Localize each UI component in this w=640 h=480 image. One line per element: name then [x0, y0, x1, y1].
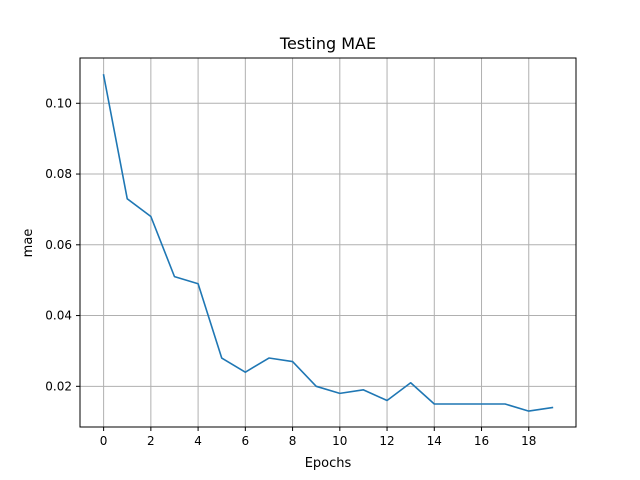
x-tick-label: 2 — [147, 434, 155, 448]
x-tick-label: 18 — [521, 434, 536, 448]
y-tick-label: 0.08 — [45, 167, 72, 181]
plot-frame — [79, 57, 577, 428]
x-tick-label: 12 — [379, 434, 394, 448]
x-tick-label: 8 — [289, 434, 297, 448]
grid — [80, 58, 576, 427]
y-tick-label: 0.06 — [45, 238, 72, 252]
y-tick-label: 0.02 — [45, 379, 72, 393]
y-tick-label: 0.10 — [45, 96, 72, 110]
x-tick-label: 10 — [332, 434, 347, 448]
x-axis-label: Epochs — [305, 456, 352, 471]
x-tick-label: 16 — [474, 434, 489, 448]
x-tick-label: 6 — [242, 434, 250, 448]
x-tick-label: 0 — [100, 434, 108, 448]
x-tick-label: 14 — [427, 434, 442, 448]
axis-ticks: 0 2 4 6 8 10 12 14 16 18 0.02 0.04 0.06 0.08 0.10 — [45, 96, 536, 448]
y-axis-label: mae — [21, 229, 36, 258]
x-tick-label: 4 — [194, 434, 202, 448]
series-line-0 — [102, 74, 554, 412]
y-tick-label: 0.04 — [45, 309, 72, 323]
series-layer — [102, 74, 554, 412]
chart-title: Testing MAE — [279, 34, 376, 53]
